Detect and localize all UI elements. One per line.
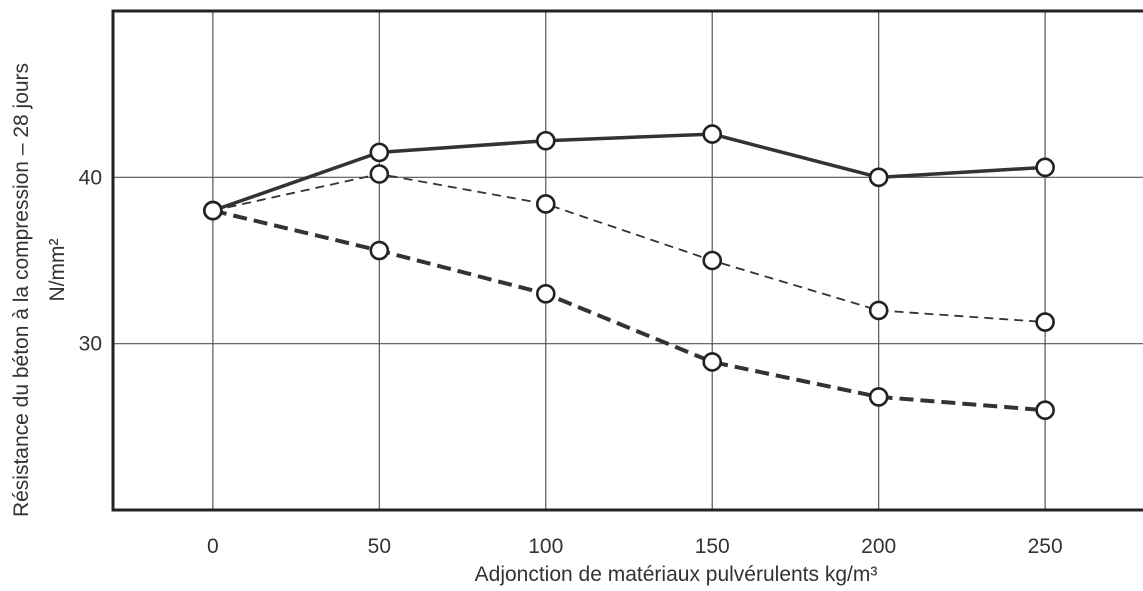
- data-point: [868, 387, 889, 407]
- data-point: [535, 283, 556, 304]
- series-2: [212, 208, 1046, 413]
- series-0: [212, 132, 1046, 213]
- series-line: [212, 132, 1046, 213]
- y-tick-label: 30: [79, 333, 102, 356]
- data-point: [1035, 157, 1055, 178]
- data-point: [369, 164, 390, 184]
- data-point: [203, 200, 223, 221]
- plot-frame: [111, 9, 1143, 512]
- series-line: [212, 208, 1046, 413]
- data-point: [1035, 400, 1055, 421]
- data-point: [1035, 312, 1055, 332]
- series-layer: [203, 124, 1055, 421]
- y-tick-label: 40: [79, 166, 102, 189]
- data-point: [868, 300, 889, 321]
- x-tick-label: 200: [861, 535, 896, 558]
- series-2-points: [203, 200, 1055, 421]
- x-tick-label: 150: [695, 535, 730, 558]
- x-tick-label: 100: [528, 535, 563, 558]
- data-point: [702, 352, 723, 372]
- data-point: [369, 142, 390, 163]
- series-line: [212, 173, 1046, 323]
- x-tick-label: 0: [207, 535, 219, 558]
- x-tick-labels: 0 50 100 150 200 250: [207, 535, 1063, 558]
- series-1-points: [203, 164, 1055, 332]
- series-1: [212, 173, 1046, 323]
- data-point: [369, 240, 390, 261]
- data-point: [702, 124, 723, 144]
- data-point: [702, 250, 723, 271]
- x-tick-label: 50: [368, 535, 391, 558]
- data-point: [535, 194, 556, 214]
- y-axis-label: Résistance du béton à la compression – 2…: [10, 63, 33, 517]
- y-tick-labels: 30 40: [79, 166, 102, 355]
- data-point: [868, 167, 889, 188]
- series-0-points: [203, 124, 1055, 221]
- x-axis-label: Adjonction de matériaux pulvérulents kg/…: [475, 563, 878, 586]
- x-tick-label: 250: [1028, 535, 1063, 558]
- data-point: [535, 130, 556, 151]
- grid: [113, 11, 1143, 510]
- y-axis-unit: N/mm²: [46, 239, 69, 302]
